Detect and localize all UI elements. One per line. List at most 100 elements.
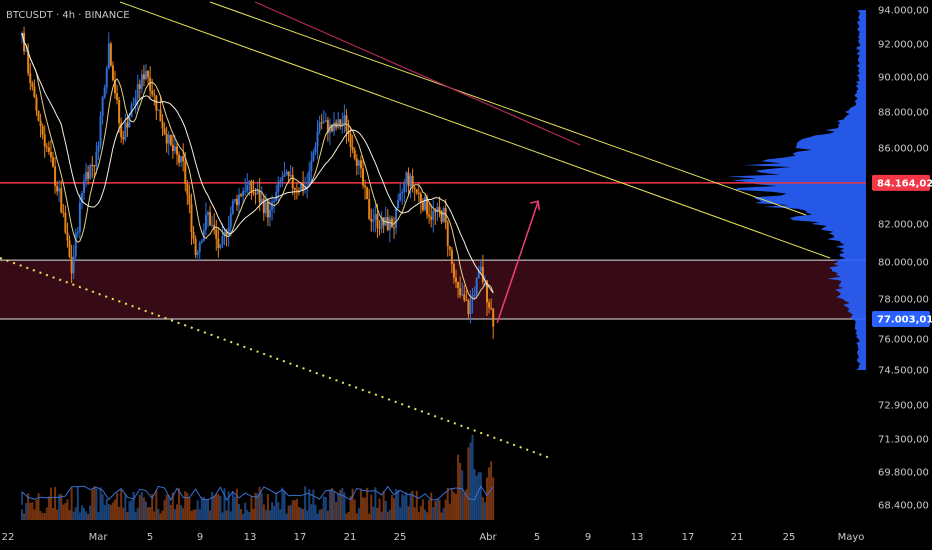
candle-body [407,172,410,186]
volume-bar [428,499,431,520]
volume-bar [136,507,139,520]
volume-bar [452,492,455,520]
volume-bar [31,502,34,520]
candle-body [126,122,129,128]
candle-body [339,119,342,127]
volume-bar [165,494,168,520]
candle-body [490,307,493,309]
candle-body [198,242,201,253]
candle-body [39,120,42,127]
candle-body [364,185,367,188]
candle-body [457,281,460,288]
candle-body [29,73,32,83]
volume-bar [411,490,414,520]
candle-body [120,123,123,138]
x-tick-label: 25 [783,532,796,543]
candle-body [368,199,371,219]
volume-bar [178,488,181,520]
resistance-price-badge [872,174,930,191]
candle-body [173,146,176,152]
candle-body [316,131,319,147]
x-tick-label: Abr [479,532,497,543]
candle-body [190,204,193,232]
volume-bar [368,513,371,520]
volume-bar [349,496,352,520]
candle-body [95,151,98,167]
volume-bar [66,499,69,520]
candle-body [223,231,226,237]
candle-body [109,43,112,66]
candle-body [250,181,253,193]
candle-body [107,43,110,69]
candle-body [465,299,468,301]
candle-body [366,187,369,200]
volume-bar [415,490,418,520]
y-tick-label: 86.000,00 [878,144,929,155]
volume-bar [434,500,437,520]
candle-body [188,194,191,205]
candle-body [475,278,478,295]
candle-body [171,144,174,152]
volume-bar [355,513,358,520]
volume-bar [242,513,245,520]
volume-bar [388,509,391,520]
candle-body [72,256,75,274]
candle-body [260,198,263,203]
volume-bar [134,511,137,520]
volume-bar [161,510,164,520]
volume-bar [473,469,476,520]
volume-bar [264,509,267,520]
candle-body [417,192,420,194]
candle-body [97,145,100,152]
volume-bar [322,496,325,520]
candle-body [116,93,119,101]
candle-body [421,202,424,211]
volume-bar [430,492,433,520]
volume-bar [250,496,253,520]
volume-bar [467,447,470,520]
candle-body [74,233,77,257]
candle-body [355,158,358,166]
candle-body [145,71,147,80]
candle-body [295,189,298,191]
y-tick-label: 78.000,00 [878,295,929,306]
volume-bar [289,505,292,520]
volume-bar [138,494,141,520]
candle-body [467,300,470,315]
candle-body [264,201,267,214]
candle-body [66,232,69,241]
candle-body [111,65,114,81]
volume-bar [204,499,207,520]
volume-bar [364,497,367,520]
candle-body [426,196,429,215]
volume-bar [293,500,296,520]
y-tick-label: 90.000,00 [878,73,929,84]
volume-bar [254,492,257,520]
candle-body [310,160,313,172]
candle-body [300,183,302,191]
y-tick-label: 92.000,00 [878,40,929,51]
trendline-mid [209,1,807,216]
candle-body [320,122,323,124]
candle-body [442,207,445,222]
volume-bar [213,495,216,520]
volume-bar [116,493,119,520]
candle-body [463,294,466,300]
volume-bar [182,508,185,520]
candle-body [370,218,373,222]
candle-body [138,84,141,89]
candle-body [372,220,375,222]
candle-body [438,206,441,212]
candle-body [161,121,164,129]
candle-body [399,193,402,200]
candle-body [235,198,238,206]
volume-bar [76,486,79,520]
candle-body [202,230,205,241]
volume-bar [426,512,429,520]
candle-body [347,131,350,134]
candle-body [308,171,311,187]
candle-body [89,164,92,179]
volume-bar [99,487,102,520]
candle-body [312,152,315,161]
